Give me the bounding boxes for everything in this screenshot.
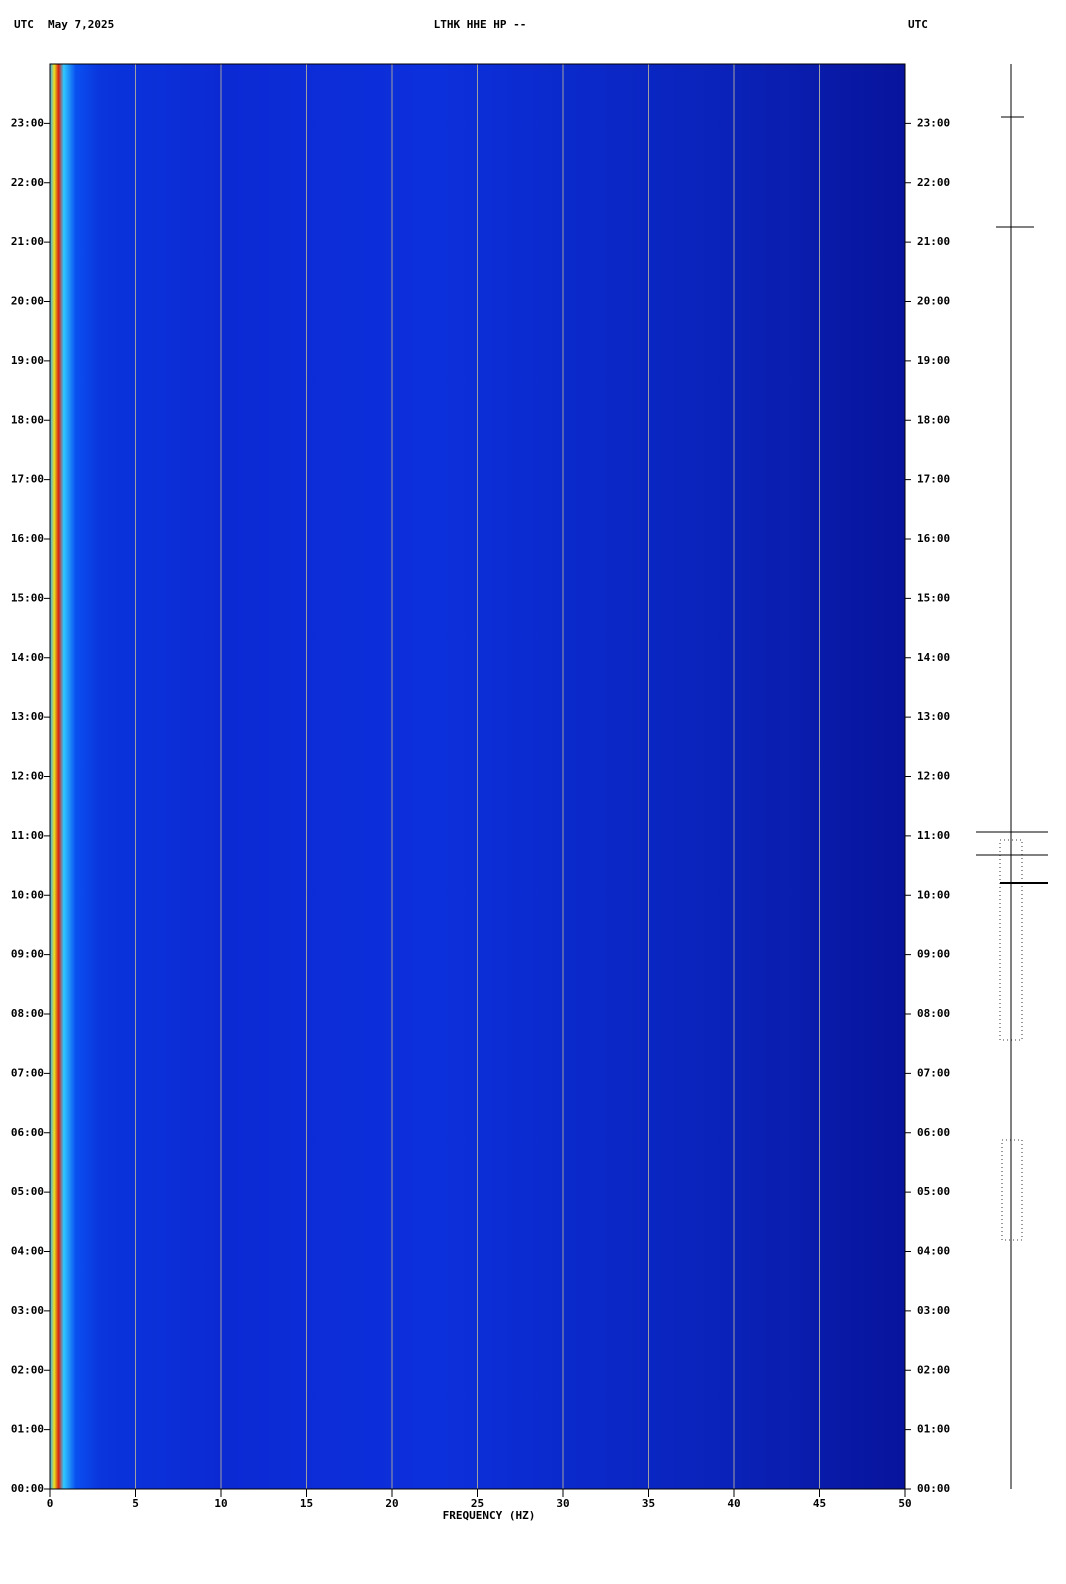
- x-tick-label: 45: [813, 1497, 826, 1510]
- y-tick-label: 02:00: [917, 1363, 950, 1376]
- x-tick-label: 50: [898, 1497, 911, 1510]
- y-tick-label: 16:00: [11, 532, 44, 545]
- y-tick-label: 07:00: [11, 1066, 44, 1079]
- y-tick-label: 19:00: [11, 354, 44, 367]
- header-right: UTC: [908, 18, 928, 31]
- y-tick-label: 05:00: [917, 1185, 950, 1198]
- x-axis-label: FREQUENCY (HZ): [443, 1509, 536, 1522]
- y-tick-label: 08:00: [917, 1007, 950, 1020]
- y-tick-label: 19:00: [917, 354, 950, 367]
- y-tick-label: 01:00: [917, 1423, 950, 1436]
- y-tick-label: 18:00: [917, 413, 950, 426]
- y-tick-label: 12:00: [917, 770, 950, 783]
- y-tick-label: 09:00: [11, 948, 44, 961]
- y-tick-label: 17:00: [11, 473, 44, 486]
- y-tick-label: 14:00: [11, 651, 44, 664]
- y-tick-label: 13:00: [917, 710, 950, 723]
- y-tick-label: 08:00: [11, 1007, 44, 1020]
- y-tick-label: 22:00: [917, 176, 950, 189]
- y-tick-label: 15:00: [917, 591, 950, 604]
- y-tick-label: 02:00: [11, 1363, 44, 1376]
- y-tick-label: 18:00: [11, 413, 44, 426]
- trace-body: [1001, 1139, 1023, 1241]
- x-tick-label: 40: [727, 1497, 740, 1510]
- y-tick-label: 06:00: [917, 1126, 950, 1139]
- trace-body: [999, 839, 1023, 1041]
- x-tick-label: 10: [214, 1497, 227, 1510]
- y-tick-label: 07:00: [917, 1066, 950, 1079]
- y-tick-label: 21:00: [11, 235, 44, 248]
- y-tick-label: 16:00: [917, 532, 950, 545]
- y-tick-label: 17:00: [917, 473, 950, 486]
- plot-area: [49, 64, 906, 1489]
- date: May 7,2025: [48, 18, 114, 31]
- header-left: UTC: [14, 18, 34, 31]
- y-tick-label: 13:00: [11, 710, 44, 723]
- x-tick-label: 0: [47, 1497, 54, 1510]
- x-tick-label: 20: [385, 1497, 398, 1510]
- y-tick-label: 14:00: [917, 651, 950, 664]
- y-tick-label: 04:00: [11, 1245, 44, 1258]
- seismogram: [976, 64, 1048, 1489]
- y-tick-label: 03:00: [917, 1304, 950, 1317]
- y-tick-label: 01:00: [11, 1423, 44, 1436]
- x-tick-label: 15: [300, 1497, 313, 1510]
- x-tick-label: 35: [642, 1497, 655, 1510]
- chart-title: LTHK HHE HP --: [434, 18, 527, 31]
- y-tick-label: 23:00: [917, 116, 950, 129]
- y-tick-label: 00:00: [11, 1482, 44, 1495]
- y-tick-label: 20:00: [917, 295, 950, 308]
- y-tick-label: 20:00: [11, 295, 44, 308]
- y-tick-label: 00:00: [917, 1482, 950, 1495]
- y-tick-label: 21:00: [917, 235, 950, 248]
- y-tick-label: 03:00: [11, 1304, 44, 1317]
- x-tick-label: 5: [132, 1497, 139, 1510]
- y-tick-label: 04:00: [917, 1245, 950, 1258]
- y-tick-label: 23:00: [11, 116, 44, 129]
- x-tick-label: 30: [556, 1497, 569, 1510]
- y-tick-label: 15:00: [11, 591, 44, 604]
- y-tick-label: 22:00: [11, 176, 44, 189]
- y-tick-label: 10:00: [917, 888, 950, 901]
- y-tick-label: 12:00: [11, 770, 44, 783]
- y-tick-label: 06:00: [11, 1126, 44, 1139]
- y-tick-label: 11:00: [11, 829, 44, 842]
- y-tick-label: 10:00: [11, 888, 44, 901]
- x-tick-label: 25: [471, 1497, 484, 1510]
- y-tick-label: 09:00: [917, 948, 950, 961]
- y-tick-label: 05:00: [11, 1185, 44, 1198]
- y-tick-label: 11:00: [917, 829, 950, 842]
